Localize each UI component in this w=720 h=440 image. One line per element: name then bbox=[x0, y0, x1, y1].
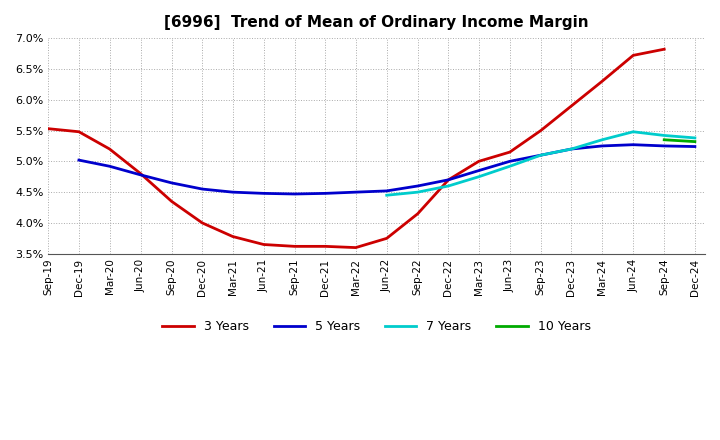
Title: [6996]  Trend of Mean of Ordinary Income Margin: [6996] Trend of Mean of Ordinary Income … bbox=[164, 15, 589, 30]
Line: 3 Years: 3 Years bbox=[48, 49, 665, 248]
Line: 7 Years: 7 Years bbox=[387, 132, 695, 195]
Line: 5 Years: 5 Years bbox=[79, 145, 695, 194]
Legend: 3 Years, 5 Years, 7 Years, 10 Years: 3 Years, 5 Years, 7 Years, 10 Years bbox=[158, 315, 595, 338]
